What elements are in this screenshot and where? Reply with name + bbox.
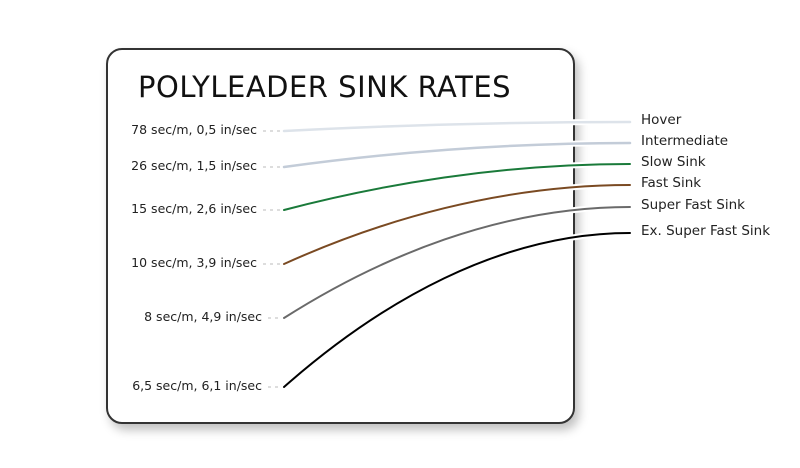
curve-halo [282,230,631,390]
line-type-label: Intermediate [641,133,729,149]
curve-fast-sink [283,184,631,265]
line-type-label: Slow Sink [641,154,706,170]
sink-rate-label: 15 sec/m, 2,6 in/sec [131,201,257,216]
line-type-label: Ex. Super Fast Sink [641,223,771,239]
sink-rate-label: 26 sec/m, 1,5 in/sec [131,158,257,173]
curve-halo [282,204,631,321]
sink-rate-label: 10 sec/m, 3,9 in/sec [131,255,257,270]
curve-super-fast-sink [283,206,631,319]
diagram-card [106,48,575,424]
curve-slow-sink [283,163,631,211]
line-type-label: Fast Sink [641,175,702,191]
sink-rate-label: 6,5 sec/m, 6,1 in/sec [132,378,262,393]
line-type-label: Super Fast Sink [641,197,745,213]
sink-rate-label: 78 sec/m, 0,5 in/sec [131,122,257,137]
curve-ex-super-fast-sink [283,232,631,388]
sink-rate-label: 8 sec/m, 4,9 in/sec [144,309,262,324]
line-type-label: Hover [641,112,682,128]
curve-hover [282,120,632,133]
diagram-title: POLYLEADER SINK RATES [138,70,512,104]
curve-intermediate [282,141,632,169]
